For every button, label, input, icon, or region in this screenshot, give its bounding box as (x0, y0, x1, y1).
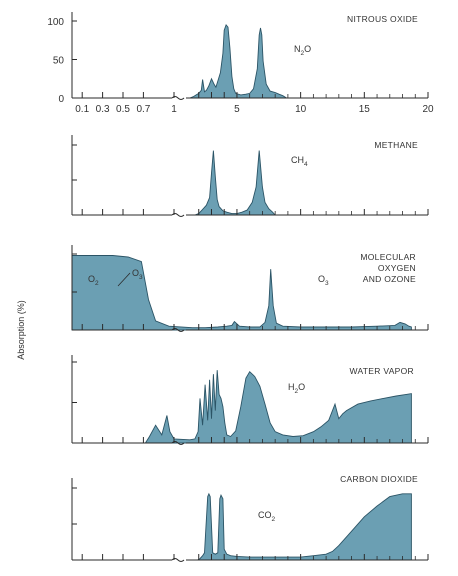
absorption-area (144, 370, 412, 444)
panel-title: NITROUS OXIDE (347, 14, 418, 24)
spectrum-panel: CARBON DIOXIDE CO2 (71, 474, 429, 562)
y-tick-label: 0 (58, 94, 64, 105)
x-tick-label: 0.7 (136, 104, 150, 115)
molecule-label: CH4 (291, 155, 308, 168)
panel-title: MOLECULAR (360, 252, 416, 262)
spectrum-panel: METHANE CH4 (71, 135, 429, 217)
x-tick-label: 5 (234, 104, 240, 115)
panel-title: METHANE (374, 140, 418, 150)
panel-title: OXYGEN (378, 263, 416, 273)
x-tick-label: 0.5 (116, 104, 130, 115)
absorption-area (194, 150, 277, 216)
molecule-label: H2O (288, 382, 305, 395)
x-tick-label: 20 (422, 104, 434, 115)
x-tick-label: 0.3 (96, 104, 110, 115)
y-tick-label: 50 (53, 56, 65, 67)
leader-line (117, 272, 131, 287)
panel-title: WATER VAPOR (349, 366, 414, 376)
molecule-label: O3 (318, 274, 329, 287)
x-tick-label: 0.1 (75, 104, 89, 115)
x-tick-label: 15 (359, 104, 371, 115)
y-axis-label: Absorption (%) (16, 300, 26, 360)
absorption-area (189, 24, 289, 99)
absorption-area (193, 492, 412, 561)
x-tick-label: 1 (171, 104, 177, 115)
molecule-label: O2 (88, 274, 99, 287)
x-tick-label: 10 (295, 104, 307, 115)
y-tick-label: 100 (47, 17, 64, 28)
panel-title: AND OZONE (363, 274, 416, 284)
spectrum-panel: WATER VAPOR H2O (71, 355, 429, 445)
molecule-label: CO2 (258, 510, 276, 523)
molecule-label: N2O (294, 44, 311, 57)
absorption-area (71, 255, 412, 331)
panel-title: CARBON DIOXIDE (340, 474, 418, 484)
molecule-label: O3 (132, 268, 143, 281)
